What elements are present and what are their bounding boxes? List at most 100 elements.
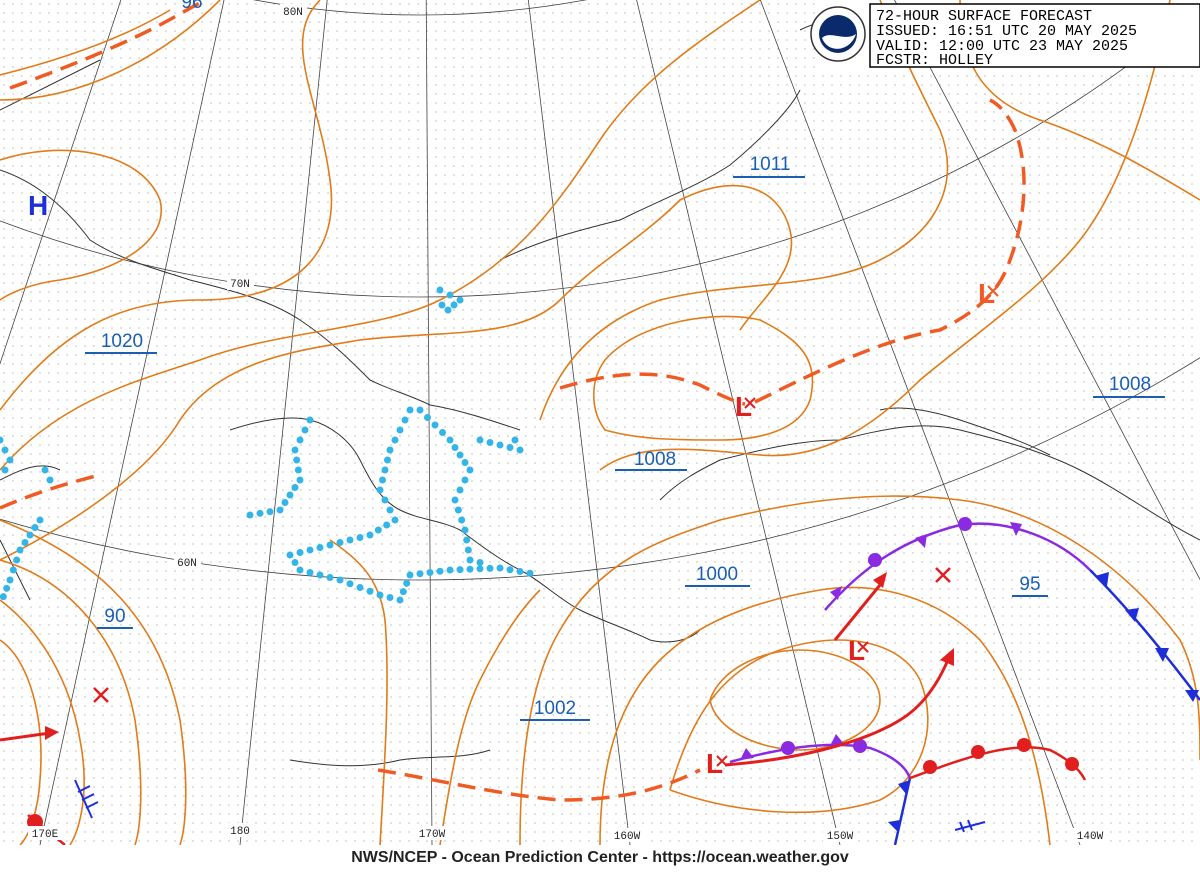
ice-marker <box>384 456 391 464</box>
ice-marker <box>374 526 382 534</box>
fronts <box>0 517 1200 846</box>
ice-marker <box>0 593 7 601</box>
meridian <box>39 0 225 846</box>
ice-marker <box>446 291 454 299</box>
ice-marker <box>296 566 304 574</box>
ice-marker <box>426 569 434 576</box>
ice-marker <box>456 451 464 459</box>
low-center: L <box>735 391 752 422</box>
ice-marker <box>456 566 464 574</box>
ice-marker <box>476 559 484 566</box>
ice-marker <box>326 541 334 549</box>
ice-marker <box>1 466 9 474</box>
ice-marker <box>294 466 302 474</box>
ice-marker <box>316 571 324 579</box>
isobar-label: 1008 <box>634 449 676 470</box>
longitude-label: 150W <box>827 831 854 843</box>
parallel <box>253 0 587 16</box>
ice-marker <box>296 549 304 556</box>
ice-marker <box>406 406 414 414</box>
ice-marker <box>451 496 459 504</box>
ice-marker <box>336 539 344 546</box>
ice-marker <box>456 296 464 304</box>
ice-marker <box>26 531 34 539</box>
ice-marker <box>6 576 14 584</box>
ice-marker <box>306 416 314 424</box>
ice-marker <box>403 579 411 587</box>
ice-marker <box>36 516 44 524</box>
ice-marker <box>286 491 294 499</box>
isobar-label: 96 <box>181 0 202 13</box>
ice-marker <box>291 484 299 491</box>
ice-marker <box>446 436 454 444</box>
ice-marker <box>446 566 454 574</box>
ice-marker <box>291 446 299 454</box>
latitude-label: 80N <box>283 7 303 19</box>
ice-marker <box>293 456 301 464</box>
header-line: VALID: 12:00 UTC 23 MAY 2025 <box>876 38 1128 55</box>
ice-marker <box>506 444 514 451</box>
meridian <box>527 0 631 846</box>
ice-marker <box>461 526 469 534</box>
ice-marker <box>386 446 394 454</box>
ice-marker <box>386 506 394 514</box>
header: 72-HOUR SURFACE FORECAST ISSUED: 16:51 U… <box>810 0 1200 69</box>
meridian <box>759 0 1081 846</box>
label-underlines <box>85 176 1165 721</box>
ice-marker <box>516 446 524 454</box>
meridian <box>636 0 841 846</box>
ice-marker <box>463 536 471 544</box>
latitude-label: 70N <box>230 279 250 291</box>
isobar-label: 1020 <box>101 331 143 352</box>
ice-marker <box>326 574 334 581</box>
ice-marker <box>246 511 254 519</box>
ice-marker <box>450 301 458 309</box>
ice-marker <box>454 506 462 514</box>
ice-marker <box>466 556 474 564</box>
ice-marker <box>391 516 399 524</box>
isobar-label: 1002 <box>534 698 576 719</box>
ice-marker <box>266 508 274 516</box>
ice-marker <box>381 496 389 504</box>
meridian <box>425 0 433 846</box>
ice-marker <box>464 546 472 554</box>
ice-marker <box>286 551 294 559</box>
ice-marker <box>296 436 304 444</box>
ice-marker <box>376 591 384 599</box>
ice-marker <box>366 587 374 595</box>
ice-marker <box>516 568 524 575</box>
ice-marker <box>396 426 404 434</box>
footer-credit: NWS/NCEP - Ocean Prediction Center - htt… <box>351 849 849 866</box>
ice-marker <box>496 441 504 449</box>
low-center: L <box>706 748 723 779</box>
ice-marker <box>16 546 24 554</box>
ice-marker <box>276 506 284 514</box>
ice-marker <box>431 421 439 429</box>
troughs <box>0 0 1026 802</box>
ice-marker <box>401 416 409 424</box>
ice-marker <box>336 576 344 584</box>
ice-marker <box>256 509 264 517</box>
isobar-labels: 96 1011 1020 1008 1008 1000 95 90 1002 <box>101 0 1151 719</box>
ice-marker <box>506 566 514 574</box>
ice-marker <box>424 414 431 421</box>
ice-marker <box>461 459 469 466</box>
ice-marker <box>366 531 374 539</box>
header-line: 72-HOUR SURFACE FORECAST <box>876 8 1092 25</box>
ice-marker <box>486 439 494 446</box>
ice-marker <box>316 544 324 551</box>
ice-marker <box>3 584 11 592</box>
parallel <box>0 7 1200 298</box>
ice-marker <box>439 429 446 436</box>
ice-marker <box>301 426 309 434</box>
isobar-label: 90 <box>104 606 125 627</box>
ice-marker <box>379 476 386 484</box>
ice-marker <box>458 516 466 524</box>
ice-marker <box>496 564 504 572</box>
ice-marker <box>486 564 494 572</box>
ice-marker <box>9 566 17 574</box>
ice-marker <box>291 559 299 566</box>
ice-marker <box>346 536 354 544</box>
ice-markers <box>0 286 534 604</box>
